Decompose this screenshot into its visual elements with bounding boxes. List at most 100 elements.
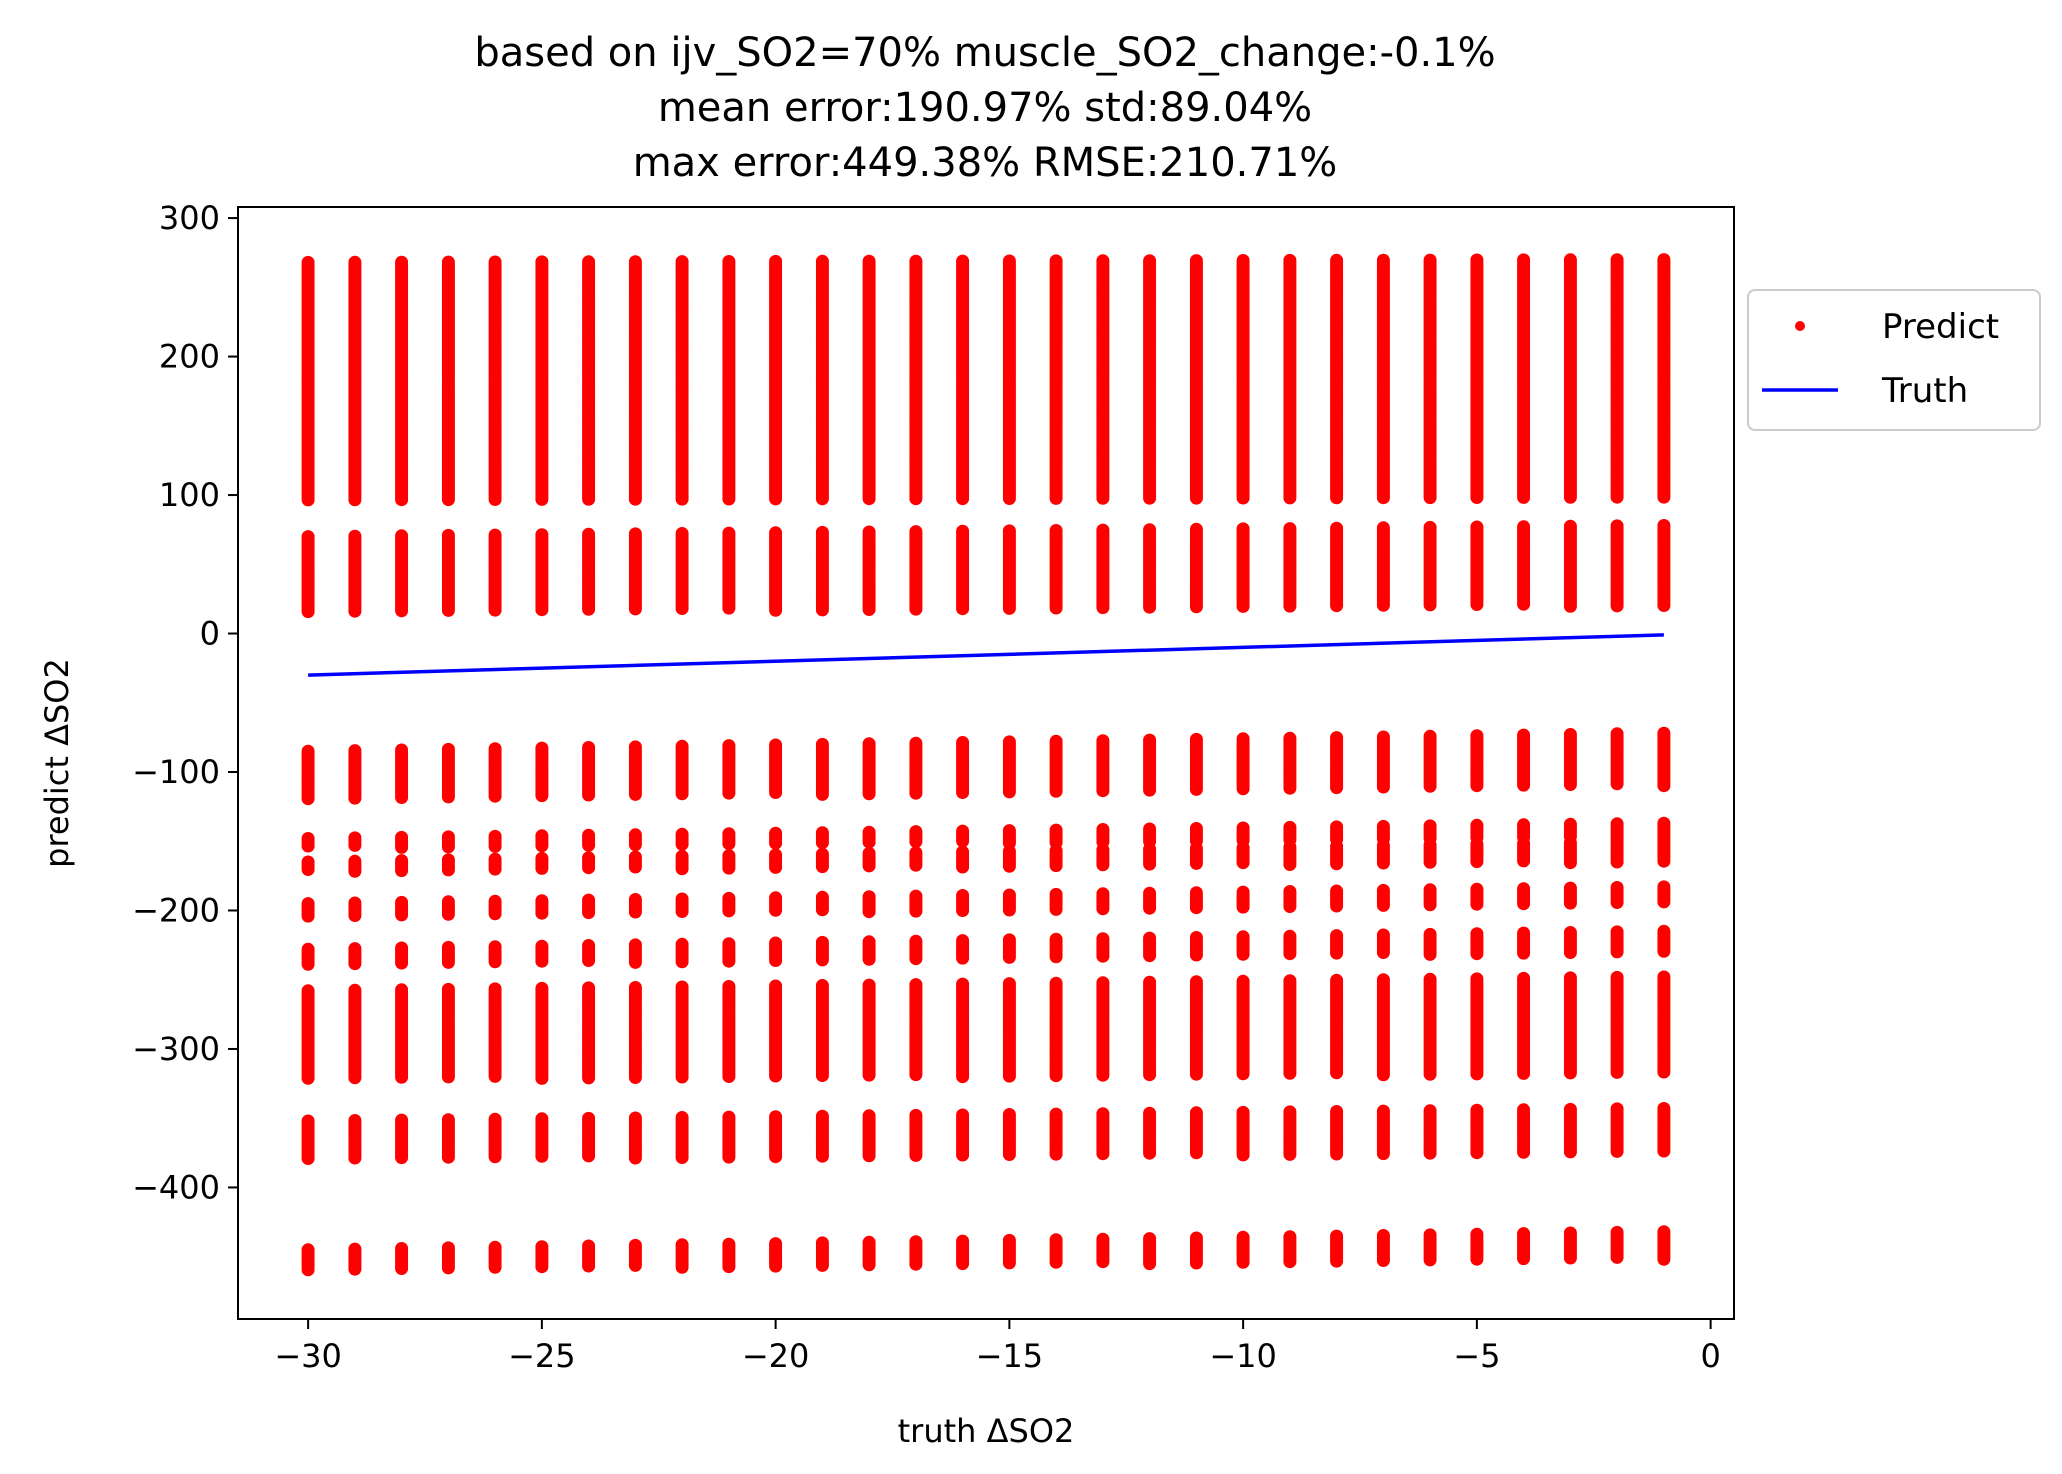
predict-point <box>1236 856 1250 870</box>
predict-point <box>301 605 315 619</box>
predict-point <box>909 492 923 506</box>
predict-point <box>722 904 736 918</box>
predict-point <box>395 1151 409 1165</box>
predict-point <box>628 602 642 616</box>
predict-point <box>441 955 455 969</box>
predict-point <box>722 954 736 968</box>
predict-point <box>395 956 409 970</box>
predict-point <box>815 603 829 617</box>
predict-column <box>1189 254 1203 1270</box>
predict-point <box>441 790 455 804</box>
predict-point <box>769 1069 783 1083</box>
predict-point <box>441 863 455 877</box>
predict-point <box>722 601 736 615</box>
predict-point <box>769 492 783 506</box>
predict-column <box>909 254 923 1271</box>
predict-point <box>535 906 549 920</box>
predict-point <box>722 1260 736 1274</box>
predict-point <box>582 1149 596 1163</box>
predict-point <box>582 954 596 967</box>
predict-point <box>1236 1067 1250 1081</box>
predict-point <box>1189 856 1203 870</box>
predict-point <box>395 840 409 854</box>
predict-point <box>301 909 315 923</box>
title-line-2: mean error:190.97% std:89.04% <box>658 85 1312 131</box>
predict-point <box>441 907 455 921</box>
predict-point <box>348 1151 362 1165</box>
predict-point <box>862 1149 876 1163</box>
predict-point <box>535 1149 549 1163</box>
predict-point <box>1143 857 1157 871</box>
predict-point <box>675 492 689 506</box>
predict-point <box>722 786 736 800</box>
predict-point <box>1096 1255 1110 1269</box>
predict-point <box>582 838 596 852</box>
predict-point <box>628 1151 642 1165</box>
predict-point <box>301 493 315 507</box>
predict-point <box>1236 491 1250 505</box>
predict-point <box>956 492 970 506</box>
chart-title: based on ijv_SO2=70% muscle_SO2_change:-… <box>474 30 1495 186</box>
predict-point <box>1096 949 1110 963</box>
predict-point <box>582 492 596 506</box>
predict-point <box>675 837 689 851</box>
predict-point <box>1096 784 1110 798</box>
predict-point <box>1096 1147 1110 1161</box>
predict-point <box>488 1260 502 1274</box>
predict-point <box>628 905 642 919</box>
predict-point <box>815 1258 829 1272</box>
predict-point <box>348 864 362 878</box>
predict-point <box>909 786 923 800</box>
predict-point <box>1096 902 1110 916</box>
predict-point <box>815 787 829 801</box>
predict-point <box>628 1071 642 1084</box>
predict-point <box>628 787 642 801</box>
predict-point <box>395 604 409 618</box>
predict-point <box>395 1262 409 1275</box>
predict-point <box>348 957 362 971</box>
predict-point <box>1096 601 1110 615</box>
predict-point <box>488 839 502 853</box>
predict-point <box>488 955 502 969</box>
predict-point <box>582 1259 596 1273</box>
predict-point <box>722 1070 736 1083</box>
predict-point <box>535 861 549 875</box>
predict-point <box>1002 1148 1016 1161</box>
predict-point <box>815 1149 829 1163</box>
predict-point <box>348 604 362 618</box>
predict-point <box>582 906 596 920</box>
predict-point <box>815 953 829 967</box>
predict-point <box>1002 601 1016 615</box>
predict-point <box>535 954 549 968</box>
predict-point <box>1049 1069 1063 1083</box>
predict-point <box>722 1150 736 1164</box>
predict-point <box>395 864 409 878</box>
predict-point <box>1049 950 1063 964</box>
predict-point <box>488 603 502 617</box>
predict-point <box>628 955 642 969</box>
predict-point <box>956 1148 970 1162</box>
predict-point <box>1189 1067 1203 1081</box>
predict-point <box>1143 1146 1157 1160</box>
predict-point <box>1096 1068 1110 1082</box>
predict-point <box>815 903 829 917</box>
predict-point <box>1236 900 1250 914</box>
predict-point <box>582 1071 596 1085</box>
predict-point <box>488 493 502 506</box>
predict-point <box>909 1148 923 1162</box>
predict-point <box>1002 492 1016 505</box>
predict-point <box>675 602 689 615</box>
predict-column <box>301 255 315 1277</box>
predict-column <box>628 255 642 1272</box>
predict-point <box>441 840 455 854</box>
predict-point <box>535 492 549 506</box>
predict-column <box>769 254 783 1273</box>
predict-points <box>301 253 1671 1277</box>
predict-point <box>1189 1256 1203 1270</box>
predict-point <box>348 1262 362 1276</box>
predict-point <box>675 787 689 801</box>
predict-point <box>862 952 876 966</box>
predict-point <box>301 863 315 876</box>
predict-point <box>582 788 596 802</box>
